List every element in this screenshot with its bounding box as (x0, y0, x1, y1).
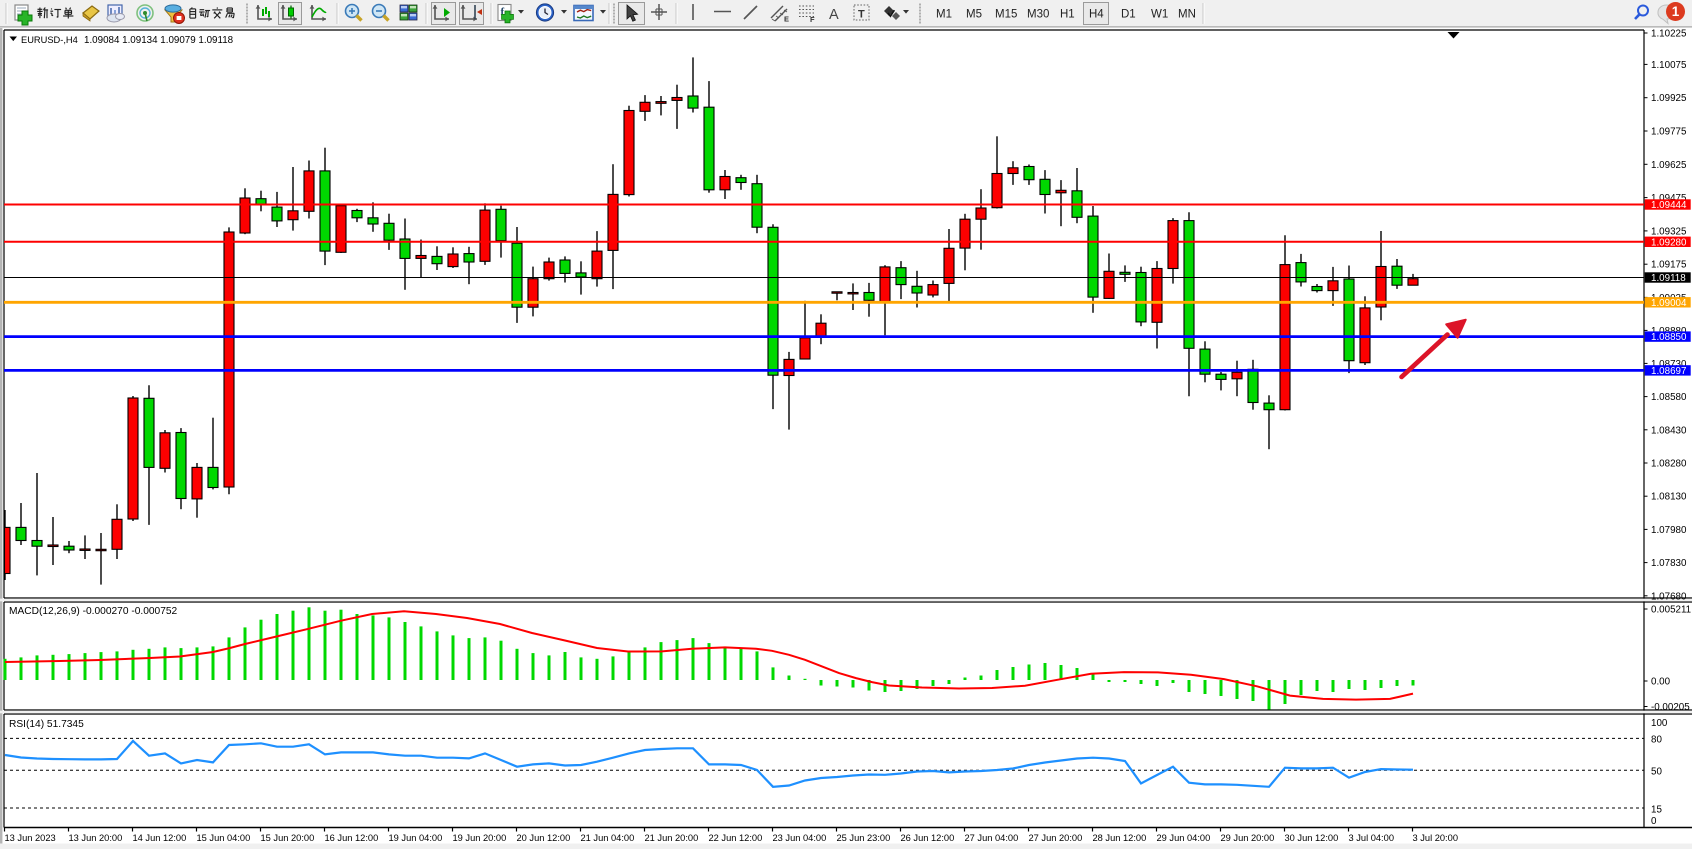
svg-text:1.07680: 1.07680 (1651, 591, 1687, 602)
svg-text:13 Jun 2023: 13 Jun 2023 (5, 833, 56, 843)
svg-text:26 Jun 12:00: 26 Jun 12:00 (901, 833, 955, 843)
svg-text:15 Jun 04:00: 15 Jun 04:00 (197, 833, 251, 843)
svg-text:21 Jun 20:00: 21 Jun 20:00 (645, 833, 699, 843)
svg-text:23 Jun 04:00: 23 Jun 04:00 (773, 833, 827, 843)
svg-text:F: F (810, 15, 815, 24)
svg-text:19 Jun 04:00: 19 Jun 04:00 (389, 833, 443, 843)
svg-text:T: T (858, 9, 865, 21)
svg-text:H1: H1 (1060, 9, 1075, 21)
svg-text:E: E (784, 15, 789, 24)
svg-text:3 Jul 20:00: 3 Jul 20:00 (1413, 833, 1459, 843)
svg-text:3 Jul 04:00: 3 Jul 04:00 (1349, 833, 1395, 843)
svg-text:1.08580: 1.08580 (1651, 392, 1687, 403)
svg-text:1.07830: 1.07830 (1651, 558, 1687, 569)
svg-text:1.08280: 1.08280 (1651, 459, 1687, 470)
svg-text:1.08430: 1.08430 (1651, 425, 1687, 436)
svg-text:1.09325: 1.09325 (1651, 226, 1687, 237)
svg-text:1: 1 (1672, 4, 1680, 19)
svg-text:16 Jun 12:00: 16 Jun 12:00 (325, 833, 379, 843)
svg-text:-0.00205: -0.00205 (1651, 702, 1690, 713)
svg-text:100: 100 (1651, 718, 1668, 729)
svg-text:0.00: 0.00 (1651, 677, 1671, 688)
svg-text:15: 15 (1651, 805, 1662, 816)
svg-text:80: 80 (1651, 734, 1662, 745)
svg-text:M5: M5 (966, 9, 982, 21)
svg-text:1.09118: 1.09118 (1651, 273, 1686, 284)
svg-text:1.08130: 1.08130 (1651, 492, 1687, 503)
svg-text:1.10225: 1.10225 (1651, 29, 1687, 40)
svg-text:30 Jun 12:00: 30 Jun 12:00 (1285, 833, 1339, 843)
svg-text:27 Jun 04:00: 27 Jun 04:00 (965, 833, 1019, 843)
svg-text:15 Jun 20:00: 15 Jun 20:00 (261, 833, 315, 843)
svg-text:1.10075: 1.10075 (1651, 60, 1687, 71)
svg-text:25 Jun 23:00: 25 Jun 23:00 (837, 833, 891, 843)
svg-text:0: 0 (1651, 816, 1657, 827)
svg-text:1.07980: 1.07980 (1651, 525, 1687, 536)
svg-text:1.09925: 1.09925 (1651, 93, 1687, 104)
svg-text:W1: W1 (1151, 9, 1168, 21)
svg-text:0.005211: 0.005211 (1651, 605, 1691, 616)
svg-text:f: f (501, 6, 505, 18)
svg-text:D1: D1 (1121, 9, 1136, 21)
svg-text:19 Jun 20:00: 19 Jun 20:00 (453, 833, 507, 843)
svg-text:1.09475: 1.09475 (1651, 193, 1687, 204)
svg-text:14 Jun 12:00: 14 Jun 12:00 (133, 833, 187, 843)
svg-text:1.09280: 1.09280 (1651, 237, 1687, 248)
svg-text:MACD(12,26,9) -0.000270 -0.000: MACD(12,26,9) -0.000270 -0.000752 (9, 606, 178, 617)
svg-text:M30: M30 (1027, 9, 1049, 21)
svg-text:H4: H4 (1089, 9, 1104, 21)
svg-text:M1: M1 (936, 9, 952, 21)
svg-text:1.08850: 1.08850 (1651, 332, 1687, 343)
svg-text:1.09084 1.09134 1.09079 1.0911: 1.09084 1.09134 1.09079 1.09118 (84, 35, 234, 46)
svg-text:M15: M15 (995, 9, 1017, 21)
svg-text:29 Jun 20:00: 29 Jun 20:00 (1221, 833, 1275, 843)
svg-text:1.09625: 1.09625 (1651, 160, 1687, 171)
svg-text:21 Jun 04:00: 21 Jun 04:00 (581, 833, 635, 843)
svg-text:13 Jun 20:00: 13 Jun 20:00 (69, 833, 123, 843)
svg-text:1.09175: 1.09175 (1651, 260, 1687, 271)
svg-text:EURUSD-,H4: EURUSD-,H4 (21, 35, 78, 45)
svg-text:20 Jun 12:00: 20 Jun 12:00 (517, 833, 571, 843)
svg-text:MN: MN (1178, 9, 1196, 21)
svg-text:29 Jun 04:00: 29 Jun 04:00 (1157, 833, 1211, 843)
svg-text:1.09004: 1.09004 (1651, 298, 1687, 309)
svg-text:27 Jun 20:00: 27 Jun 20:00 (1029, 833, 1083, 843)
svg-text:1.09444: 1.09444 (1651, 200, 1687, 211)
svg-text:A: A (829, 7, 839, 23)
svg-text:50: 50 (1651, 766, 1662, 777)
svg-text:RSI(14) 51.7345: RSI(14) 51.7345 (9, 719, 84, 730)
svg-text:28 Jun 12:00: 28 Jun 12:00 (1093, 833, 1147, 843)
svg-text:1.08697: 1.08697 (1651, 366, 1686, 377)
svg-text:1.08730: 1.08730 (1651, 359, 1687, 370)
svg-text:22 Jun 12:00: 22 Jun 12:00 (709, 833, 763, 843)
svg-text:1.09775: 1.09775 (1651, 127, 1687, 138)
